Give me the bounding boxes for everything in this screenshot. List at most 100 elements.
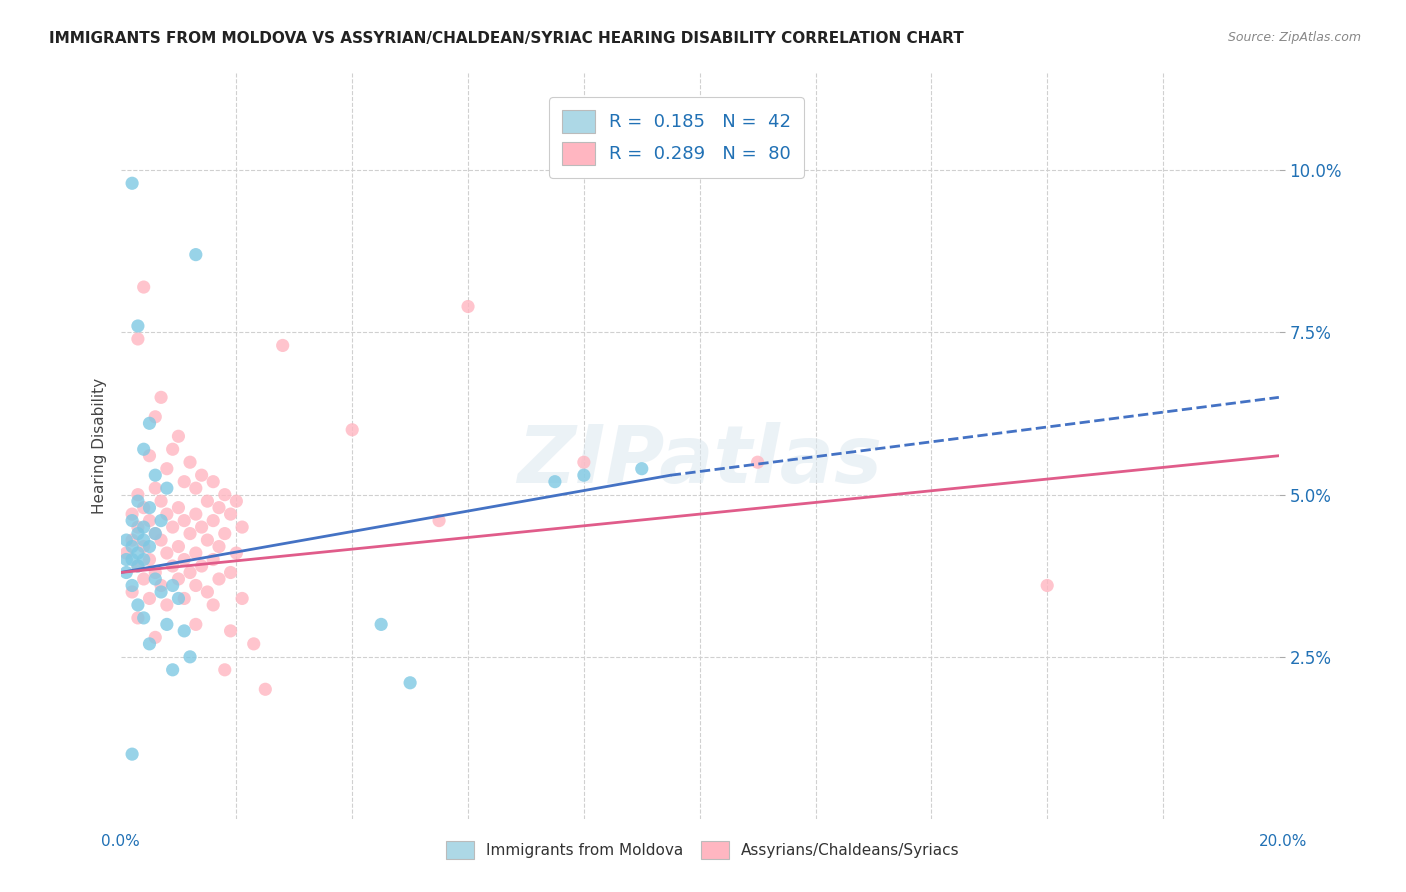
- Point: [138, 500, 160, 515]
- Point: [150, 390, 173, 404]
- Point: [202, 514, 225, 528]
- Point: [173, 591, 195, 606]
- Point: [179, 526, 201, 541]
- Point: [127, 598, 149, 612]
- Point: [115, 552, 138, 566]
- Point: [127, 318, 149, 333]
- Legend: R =  0.185   N =  42, R =  0.289   N =  80: R = 0.185 N = 42, R = 0.289 N = 80: [550, 97, 804, 178]
- Point: [162, 442, 184, 457]
- Text: Source: ZipAtlas.com: Source: ZipAtlas.com: [1227, 31, 1361, 45]
- Point: [121, 514, 143, 528]
- Point: [184, 507, 207, 521]
- Point: [138, 417, 160, 431]
- Point: [127, 488, 149, 502]
- Point: [132, 520, 155, 534]
- Point: [156, 617, 179, 632]
- Point: [197, 494, 219, 508]
- Point: [127, 559, 149, 574]
- Point: [173, 552, 195, 566]
- Point: [143, 526, 166, 541]
- Point: [167, 429, 190, 443]
- Point: [219, 507, 242, 521]
- Point: [162, 578, 184, 592]
- Point: [150, 494, 173, 508]
- Point: [179, 649, 201, 664]
- Point: [132, 500, 155, 515]
- Point: [184, 546, 207, 560]
- Point: [132, 552, 155, 566]
- Point: [271, 338, 294, 352]
- Point: [214, 488, 236, 502]
- Point: [127, 332, 149, 346]
- Point: [132, 572, 155, 586]
- Point: [121, 540, 143, 554]
- Point: [544, 475, 567, 489]
- Point: [138, 514, 160, 528]
- Point: [747, 455, 769, 469]
- Point: [150, 514, 173, 528]
- Point: [202, 475, 225, 489]
- Point: [156, 461, 179, 475]
- Point: [457, 300, 479, 314]
- Point: [179, 455, 201, 469]
- Point: [184, 578, 207, 592]
- Point: [156, 507, 179, 521]
- Point: [340, 423, 363, 437]
- Point: [127, 611, 149, 625]
- Text: ZIPatlas: ZIPatlas: [517, 422, 882, 500]
- Point: [1036, 578, 1059, 592]
- Point: [225, 546, 247, 560]
- Point: [132, 611, 155, 625]
- Point: [127, 494, 149, 508]
- Point: [219, 624, 242, 638]
- Point: [190, 520, 212, 534]
- Point: [132, 442, 155, 457]
- Point: [184, 617, 207, 632]
- Point: [121, 176, 143, 190]
- Point: [162, 663, 184, 677]
- Point: [132, 280, 155, 294]
- Point: [162, 559, 184, 574]
- Point: [197, 585, 219, 599]
- Point: [214, 526, 236, 541]
- Point: [115, 533, 138, 547]
- Point: [254, 682, 277, 697]
- Text: 0.0%: 0.0%: [101, 834, 141, 848]
- Point: [572, 468, 595, 483]
- Point: [115, 566, 138, 580]
- Point: [115, 546, 138, 560]
- Point: [184, 481, 207, 495]
- Point: [173, 475, 195, 489]
- Point: [190, 468, 212, 483]
- Point: [208, 500, 231, 515]
- Point: [143, 526, 166, 541]
- Point: [184, 247, 207, 261]
- Point: [370, 617, 392, 632]
- Point: [173, 624, 195, 638]
- Point: [127, 546, 149, 560]
- Point: [197, 533, 219, 547]
- Point: [572, 455, 595, 469]
- Point: [173, 514, 195, 528]
- Point: [242, 637, 264, 651]
- Point: [138, 637, 160, 651]
- Point: [231, 591, 253, 606]
- Point: [399, 675, 422, 690]
- Point: [231, 520, 253, 534]
- Point: [179, 566, 201, 580]
- Point: [143, 468, 166, 483]
- Point: [121, 533, 143, 547]
- Point: [138, 552, 160, 566]
- Point: [202, 552, 225, 566]
- Point: [167, 591, 190, 606]
- Point: [121, 747, 143, 761]
- Point: [127, 559, 149, 574]
- Point: [214, 663, 236, 677]
- Legend: Immigrants from Moldova, Assyrians/Chaldeans/Syriacs: Immigrants from Moldova, Assyrians/Chald…: [440, 835, 966, 864]
- Point: [121, 578, 143, 592]
- Point: [143, 409, 166, 424]
- Point: [138, 591, 160, 606]
- Point: [208, 572, 231, 586]
- Point: [225, 494, 247, 508]
- Point: [150, 533, 173, 547]
